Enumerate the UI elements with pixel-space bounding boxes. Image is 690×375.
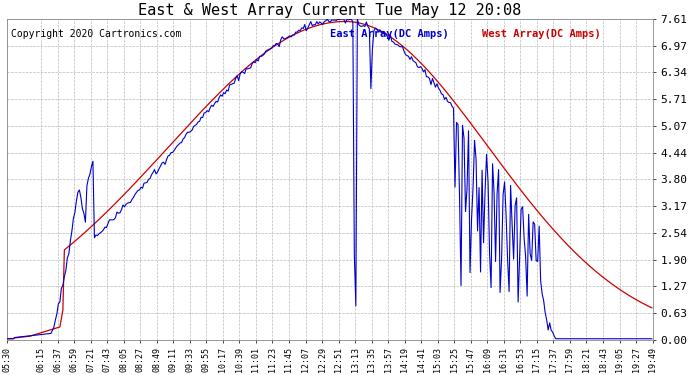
Text: East Array(DC Amps): East Array(DC Amps): [330, 28, 448, 39]
Text: West Array(DC Amps): West Array(DC Amps): [482, 28, 600, 39]
Text: Copyright 2020 Cartronics.com: Copyright 2020 Cartronics.com: [10, 28, 181, 39]
Title: East & West Array Current Tue May 12 20:08: East & West Array Current Tue May 12 20:…: [138, 3, 522, 18]
